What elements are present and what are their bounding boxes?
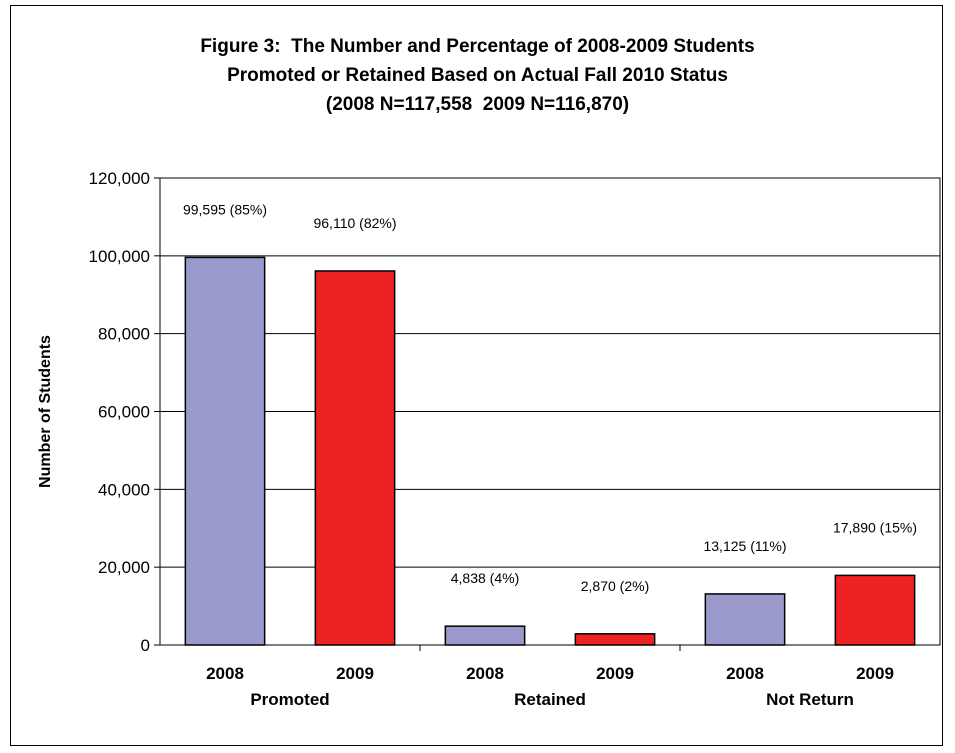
data-label: 4,838 (4%) xyxy=(451,570,519,586)
x-group-label: Not Return xyxy=(766,690,854,709)
data-label: 17,890 (15%) xyxy=(833,519,917,535)
x-axis-labels: 2008 2009 Promoted 2008 2009 Retained 2008 2009… xyxy=(206,645,894,709)
y-tick-label: 80,000 xyxy=(98,325,150,344)
bar xyxy=(314,270,396,646)
bar xyxy=(444,625,526,646)
gridlines xyxy=(160,255,940,568)
x-group-label: Retained xyxy=(514,690,586,709)
y-axis-label: Number of Students xyxy=(37,335,54,488)
x-tick-label: 2009 xyxy=(596,664,634,683)
bars xyxy=(184,256,916,646)
x-tick-label: 2009 xyxy=(856,664,894,683)
x-tick-label: 2008 xyxy=(466,664,504,683)
y-tick-label: 40,000 xyxy=(98,480,150,499)
y-tick-label: 60,000 xyxy=(98,403,150,422)
x-tick-label: 2008 xyxy=(726,664,764,683)
y-axis-ticks: 0 20,000 40,000 60,000 80,000 100,000 120,000 xyxy=(89,169,160,655)
chart-frame xyxy=(10,5,943,746)
x-tick-label: 2009 xyxy=(336,664,374,683)
bar xyxy=(834,574,916,646)
bar xyxy=(184,256,266,646)
chart-title-line-3: (2008 N=117,558 2009 N=116,870) xyxy=(325,94,630,115)
bar xyxy=(704,593,786,646)
chart-title: Figure 3: The Number and Percentage of 2… xyxy=(0,32,955,119)
y-tick-label: 0 xyxy=(141,636,150,655)
data-label: 2,870 (2%) xyxy=(581,578,649,594)
y-tick-label: 20,000 xyxy=(98,558,150,577)
bar xyxy=(574,633,656,646)
chart-title-line-1: Figure 3: The Number and Percentage of 2… xyxy=(200,36,755,57)
x-tick-label: 2008 xyxy=(206,664,244,683)
data-label: 99,595 (85%) xyxy=(183,201,267,217)
plot-area xyxy=(159,177,941,646)
y-tick-label: 100,000 xyxy=(89,247,150,266)
data-label: 13,125 (11%) xyxy=(703,538,786,554)
data-labels: 99,595 (85%) 96,110 (82%) 4,838 (4%) 2,870 … xyxy=(183,201,917,593)
data-label: 96,110 (82%) xyxy=(313,215,396,231)
y-tick-label: 120,000 xyxy=(89,169,150,188)
chart-title-line-2: Promoted or Retained Based on Actual Fal… xyxy=(227,65,728,86)
x-group-label: Promoted xyxy=(250,690,329,709)
